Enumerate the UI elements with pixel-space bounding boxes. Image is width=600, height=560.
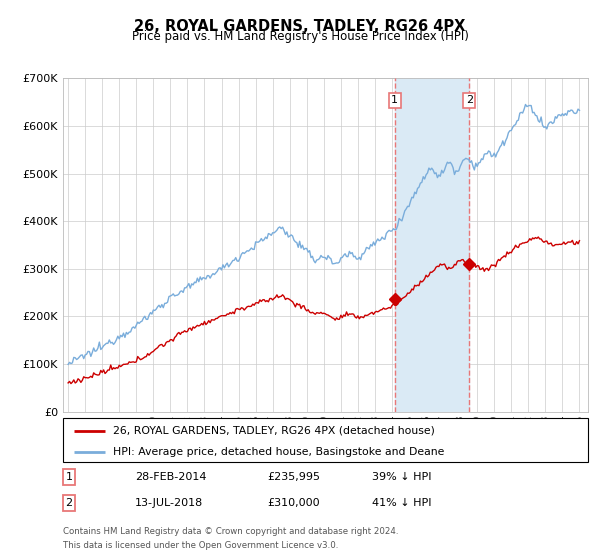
Text: 39% ↓ HPI: 39% ↓ HPI (372, 472, 431, 482)
Text: 13-JUL-2018: 13-JUL-2018 (135, 498, 203, 508)
Text: Contains HM Land Registry data © Crown copyright and database right 2024.: Contains HM Land Registry data © Crown c… (63, 528, 398, 536)
Text: 2: 2 (65, 498, 73, 508)
FancyBboxPatch shape (63, 418, 588, 462)
Text: HPI: Average price, detached house, Basingstoke and Deane: HPI: Average price, detached house, Basi… (113, 447, 444, 458)
Text: 26, ROYAL GARDENS, TADLEY, RG26 4PX (detached house): 26, ROYAL GARDENS, TADLEY, RG26 4PX (det… (113, 426, 435, 436)
Text: 1: 1 (391, 95, 398, 105)
Text: £310,000: £310,000 (267, 498, 320, 508)
Text: £235,995: £235,995 (267, 472, 320, 482)
Text: 2: 2 (466, 95, 473, 105)
Text: This data is licensed under the Open Government Licence v3.0.: This data is licensed under the Open Gov… (63, 541, 338, 550)
Text: 26, ROYAL GARDENS, TADLEY, RG26 4PX: 26, ROYAL GARDENS, TADLEY, RG26 4PX (134, 19, 466, 34)
Text: 28-FEB-2014: 28-FEB-2014 (135, 472, 206, 482)
Text: 41% ↓ HPI: 41% ↓ HPI (372, 498, 431, 508)
Text: 1: 1 (65, 472, 73, 482)
Text: Price paid vs. HM Land Registry's House Price Index (HPI): Price paid vs. HM Land Registry's House … (131, 30, 469, 43)
Bar (395, 78, 469, 412)
